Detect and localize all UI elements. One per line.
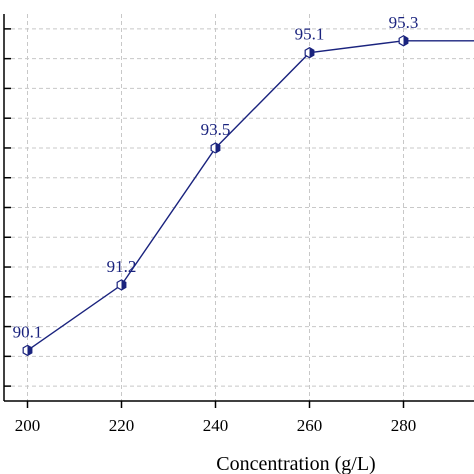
- data-point-4: [398, 35, 409, 47]
- axis-ticks: 200 220 240 260 280: [4, 28, 417, 435]
- grid: [4, 14, 474, 401]
- data-markers: [22, 35, 409, 357]
- x-tick-label-3: 260: [297, 416, 323, 435]
- series-line: [27, 40, 474, 351]
- x-tick-label-4: 280: [391, 416, 417, 435]
- data-label-1: 91.2: [107, 257, 137, 276]
- series: [27, 40, 474, 351]
- x-tick-label-2: 240: [203, 416, 229, 435]
- data-point-1: [116, 279, 127, 291]
- data-label-2: 93.5: [201, 120, 231, 139]
- data-label-4: 95.3: [389, 13, 419, 32]
- x-axis-title: Concentration (g/L): [216, 453, 375, 474]
- x-tick-label-0: 200: [15, 416, 41, 435]
- data-label-3: 95.1: [295, 25, 325, 44]
- data-point-2: [210, 142, 221, 154]
- x-tick-label-1: 220: [109, 416, 135, 435]
- data-label-0: 90.1: [13, 322, 43, 341]
- data-labels: 90.1 91.2 93.5 95.1 95.3: [13, 13, 419, 342]
- data-point-0: [22, 344, 33, 357]
- data-point-3: [304, 47, 315, 59]
